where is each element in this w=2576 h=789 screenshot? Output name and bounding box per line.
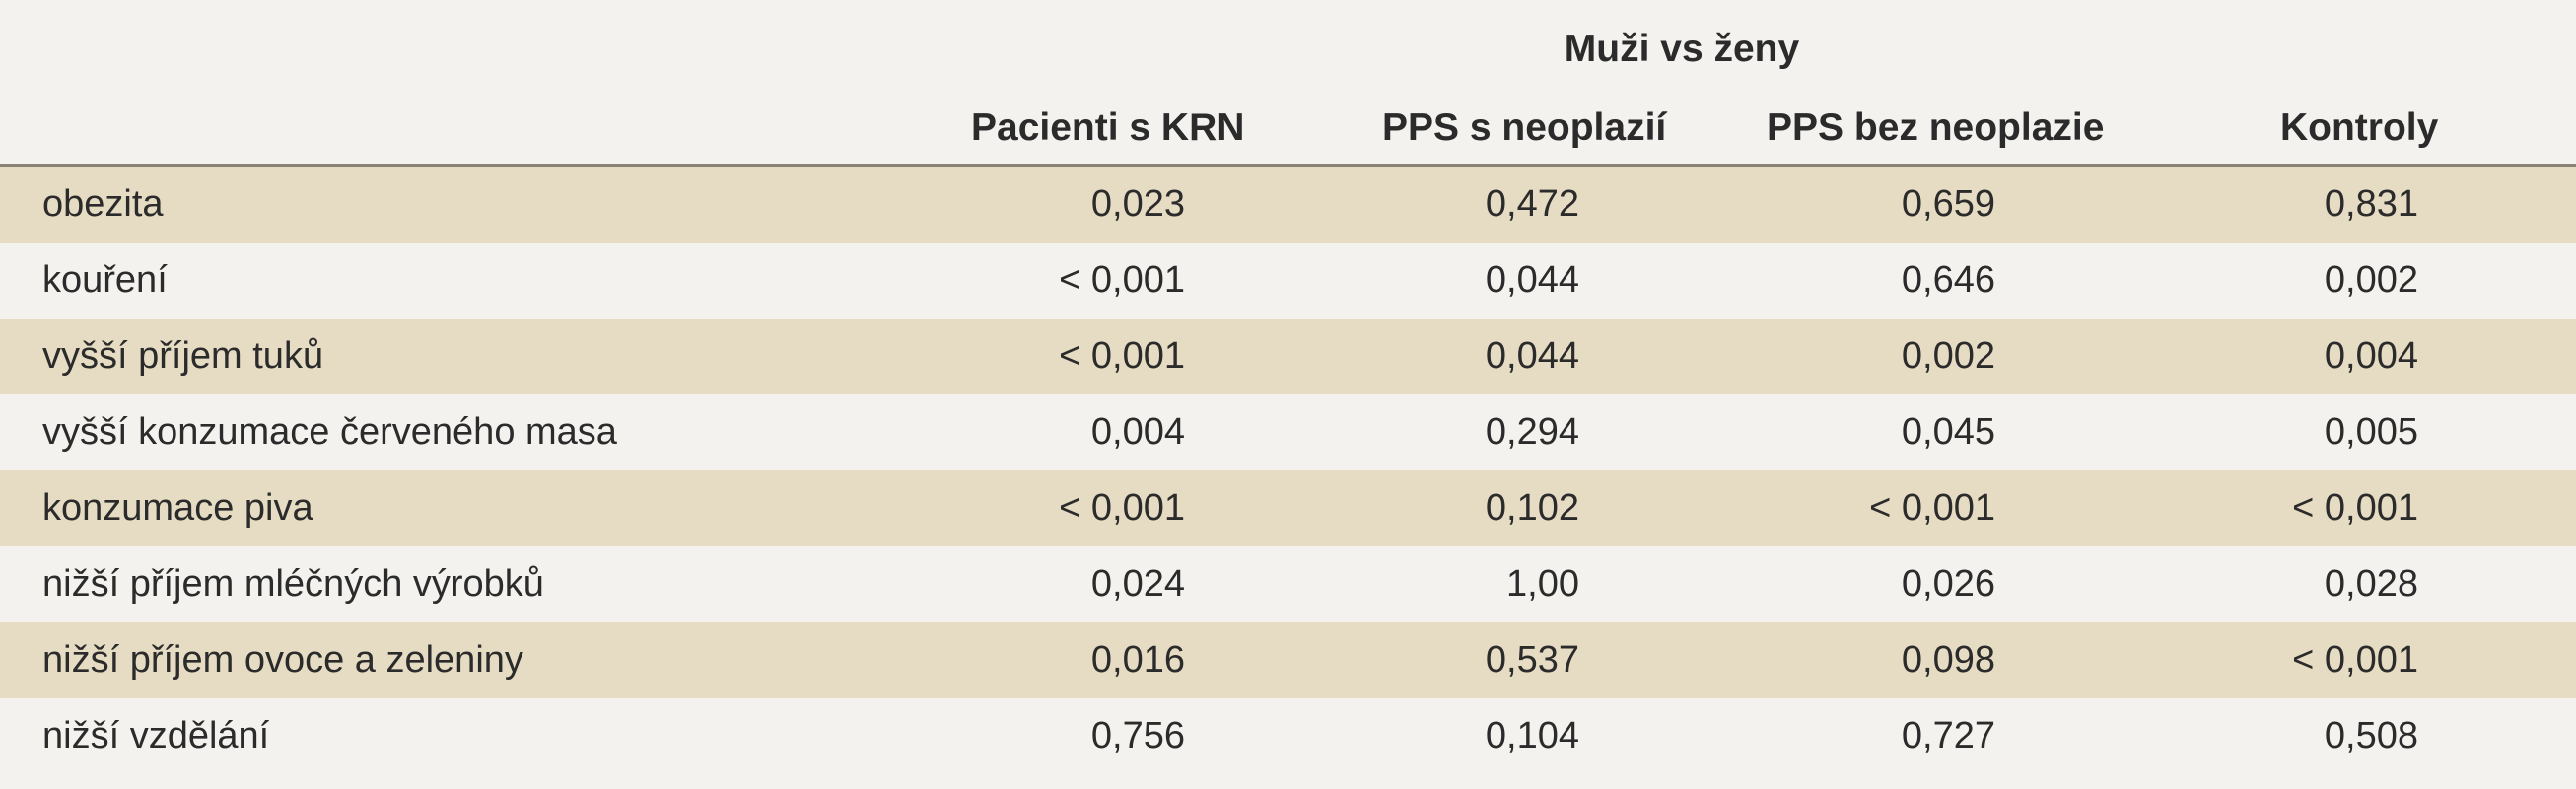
- column-header-row: Pacienti s KRN PPS s neoplazií PPS bez n…: [0, 91, 2576, 165]
- cell-pps-s-neoplazii: 0,102: [1485, 487, 1579, 529]
- cell-pps-s-neoplazii: 0,044: [1485, 335, 1579, 377]
- cell-pacienti-s-krn: 0,016: [1090, 639, 1185, 681]
- table-row: vyšší konzumace červeného masa 0,004 0,2…: [0, 394, 2576, 470]
- cell-pps-bez-neoplazie: 0,098: [1901, 639, 1995, 681]
- table-row: nižší příjem ovoce a zeleniny 0,016 0,53…: [0, 622, 2576, 698]
- cell-pacienti-s-krn: 0,023: [1090, 183, 1185, 225]
- column-header-kontroly: Kontroly: [2280, 106, 2439, 149]
- cell-pacienti-s-krn: 0,004: [1090, 411, 1185, 453]
- table-row: vyšší příjem tuků < 0,001 0,044 0,002 0,…: [0, 319, 2576, 394]
- cell-pps-s-neoplazii: 1,00: [1506, 563, 1579, 605]
- table-body: obezita 0,023 0,472 0,659 0,831 kouření …: [0, 167, 2576, 774]
- cell-kontroly: 0,831: [2324, 183, 2418, 225]
- column-header-pacienti-s-krn: Pacienti s KRN: [971, 106, 1245, 149]
- row-label: nižší příjem mléčných výrobků: [42, 563, 544, 605]
- cell-pacienti-s-krn: < 0,001: [1059, 335, 1185, 377]
- cell-kontroly: 0,508: [2324, 715, 2418, 756]
- cell-kontroly: 0,005: [2324, 411, 2418, 453]
- cell-kontroly: < 0,001: [2292, 639, 2418, 681]
- cell-pps-s-neoplazii: 0,294: [1485, 411, 1579, 453]
- cell-pps-bez-neoplazie: 0,727: [1901, 715, 1995, 756]
- cell-pps-s-neoplazii: 0,044: [1485, 259, 1579, 301]
- cell-pps-bez-neoplazie: 0,045: [1901, 411, 1995, 453]
- cell-pps-bez-neoplazie: 0,659: [1901, 183, 1995, 225]
- group-header-muzi-vs-zeny: Muži vs ženy: [1564, 28, 1800, 70]
- cell-pacienti-s-krn: < 0,001: [1059, 259, 1185, 301]
- row-label: kouření: [42, 259, 168, 301]
- cell-pps-bez-neoplazie: 0,646: [1901, 259, 1995, 301]
- table-row: obezita 0,023 0,472 0,659 0,831: [0, 167, 2576, 243]
- row-label: konzumace piva: [42, 487, 313, 529]
- row-label: nižší vzdělání: [42, 715, 270, 756]
- cell-pps-bez-neoplazie: 0,026: [1901, 563, 1995, 605]
- column-header-pps-bez-neoplazie: PPS bez neoplazie: [1767, 106, 2105, 149]
- cell-pacienti-s-krn: 0,756: [1090, 715, 1185, 756]
- cell-pps-s-neoplazii: 0,104: [1485, 715, 1579, 756]
- cell-pacienti-s-krn: 0,024: [1090, 563, 1185, 605]
- table-row: kouření < 0,001 0,044 0,646 0,002: [0, 243, 2576, 319]
- table-row: nižší příjem mléčných výrobků 0,024 1,00…: [0, 546, 2576, 622]
- header-divider: [0, 164, 2576, 167]
- row-label: obezita: [42, 183, 164, 225]
- row-label: vyšší příjem tuků: [42, 335, 324, 377]
- cell-pps-s-neoplazii: 0,472: [1485, 183, 1579, 225]
- cell-kontroly: 0,028: [2324, 563, 2418, 605]
- cell-kontroly: < 0,001: [2292, 487, 2418, 529]
- cell-pps-bez-neoplazie: 0,002: [1901, 335, 1995, 377]
- cell-pps-bez-neoplazie: < 0,001: [1869, 487, 1995, 529]
- cell-pps-s-neoplazii: 0,537: [1485, 639, 1579, 681]
- table-row: nižší vzdělání 0,756 0,104 0,727 0,508: [0, 698, 2576, 774]
- column-header-pps-s-neoplazii: PPS s neoplazií: [1382, 106, 1667, 149]
- cell-kontroly: 0,002: [2324, 259, 2418, 301]
- cell-kontroly: 0,004: [2324, 335, 2418, 377]
- table-row: konzumace piva < 0,001 0,102 < 0,001 < 0…: [0, 470, 2576, 546]
- row-label: nižší příjem ovoce a zeleniny: [42, 639, 523, 681]
- cell-pacienti-s-krn: < 0,001: [1059, 487, 1185, 529]
- row-label: vyšší konzumace červeného masa: [42, 411, 617, 453]
